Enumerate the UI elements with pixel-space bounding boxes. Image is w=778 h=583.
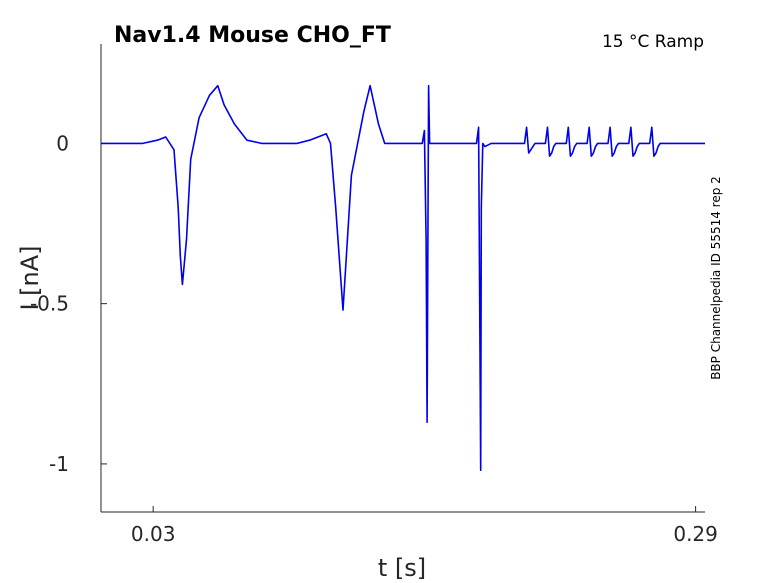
x-tick-label: 0.03: [131, 522, 176, 546]
x-axis-label: t [s]: [378, 554, 426, 582]
traces: [101, 84, 705, 472]
y-tick-label: 0: [56, 131, 69, 155]
side-label: BBP Channelpedia ID 55514 rep 2: [709, 176, 723, 380]
y-axis-label: I [nA]: [16, 245, 44, 310]
chart-title: Nav1.4 Mouse CHO_FT: [114, 23, 391, 48]
y-tick-label: -0.5: [30, 292, 69, 316]
y-tick-label: -1: [49, 452, 69, 476]
axes: 0.03 0.29 0 -0.5 -1: [30, 44, 718, 546]
condition-label: 15 °C Ramp: [602, 32, 704, 52]
x-tick-label: 0.29: [673, 522, 718, 546]
current-trace-line: [101, 84, 705, 472]
